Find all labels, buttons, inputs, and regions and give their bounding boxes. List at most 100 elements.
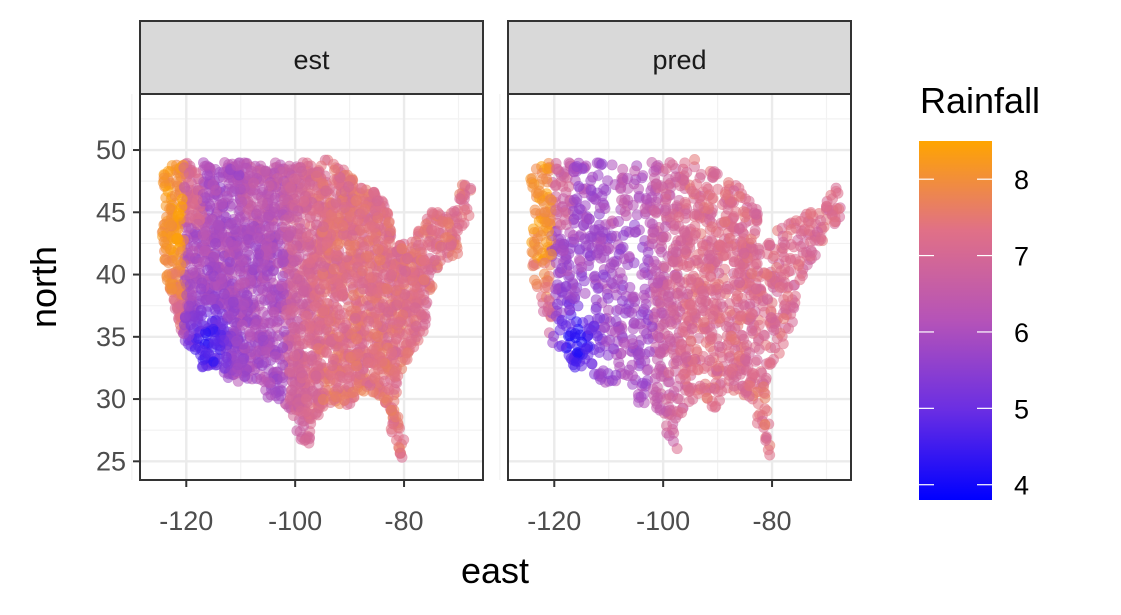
data-point	[318, 278, 330, 290]
data-point	[633, 396, 645, 408]
data-point	[671, 272, 683, 284]
data-point	[639, 283, 651, 295]
data-point	[585, 184, 597, 196]
data-point	[351, 214, 363, 226]
data-point	[761, 431, 772, 442]
data-point	[600, 245, 612, 257]
data-point	[357, 265, 369, 277]
data-point	[681, 312, 693, 324]
data-point	[448, 205, 460, 217]
data-point	[257, 331, 268, 343]
data-point	[236, 255, 248, 267]
data-point	[170, 269, 181, 280]
data-point	[768, 250, 780, 262]
data-point	[201, 160, 213, 172]
data-point	[225, 219, 237, 231]
data-point	[354, 224, 366, 236]
data-point	[199, 245, 211, 257]
data-point	[284, 365, 296, 377]
data-point	[539, 206, 551, 218]
data-point	[610, 315, 622, 327]
data-point	[829, 216, 841, 228]
data-point	[436, 215, 448, 227]
data-point	[573, 203, 585, 215]
data-point	[704, 283, 716, 295]
data-point	[733, 277, 745, 289]
data-point	[592, 169, 604, 181]
data-point	[560, 280, 572, 292]
data-point	[612, 216, 624, 228]
data-point	[769, 317, 781, 329]
data-point	[242, 246, 254, 258]
strip-label-pred: pred	[652, 45, 706, 75]
data-point	[328, 263, 340, 275]
data-point	[550, 283, 562, 295]
data-point	[789, 253, 801, 265]
data-point	[208, 356, 219, 367]
data-point	[317, 221, 329, 233]
data-point	[284, 182, 296, 194]
data-point	[667, 304, 679, 316]
data-point	[785, 224, 797, 236]
data-point	[598, 269, 609, 280]
strip-est	[139, 20, 484, 95]
data-point	[160, 243, 172, 255]
data-point	[748, 207, 760, 219]
data-point	[775, 265, 787, 277]
data-point	[256, 197, 268, 209]
data-point	[197, 229, 209, 241]
data-point	[366, 231, 378, 243]
data-point	[321, 237, 333, 249]
data-point	[565, 319, 576, 330]
data-point	[310, 408, 322, 420]
data-point	[664, 157, 676, 169]
data-point	[618, 253, 630, 265]
data-point	[706, 221, 718, 233]
data-point	[356, 183, 368, 195]
data-point	[283, 160, 295, 172]
data-point	[296, 166, 308, 178]
data-point	[342, 181, 354, 193]
data-point	[364, 221, 376, 233]
data-point	[245, 165, 257, 177]
data-point	[264, 377, 276, 389]
data-point	[815, 214, 827, 226]
data-point	[298, 195, 310, 207]
data-point	[751, 258, 763, 270]
data-point	[655, 347, 667, 359]
data-point	[719, 189, 731, 201]
data-point	[677, 368, 689, 380]
data-point	[667, 435, 679, 447]
data-point	[416, 239, 428, 251]
data-point	[418, 274, 430, 286]
data-point	[337, 220, 349, 232]
data-point	[590, 303, 602, 315]
data-point	[386, 269, 398, 281]
data-point	[664, 335, 676, 347]
data-point	[459, 204, 471, 216]
data-point	[794, 274, 806, 286]
data-point	[303, 268, 315, 280]
data-point	[357, 206, 369, 218]
points-est	[156, 154, 477, 463]
data-point	[639, 203, 651, 215]
data-point	[216, 198, 228, 210]
strip-pred	[507, 20, 852, 95]
data-point	[368, 187, 380, 199]
data-point	[230, 365, 242, 377]
data-point	[608, 344, 620, 355]
data-point	[368, 343, 380, 355]
data-point	[689, 208, 701, 220]
data-point	[605, 277, 617, 289]
data-point	[218, 288, 230, 300]
data-point	[303, 431, 315, 443]
data-point	[233, 214, 245, 226]
data-point	[537, 173, 549, 185]
data-point	[179, 310, 191, 322]
data-point	[350, 195, 362, 207]
data-point	[675, 338, 687, 350]
data-point	[446, 250, 458, 262]
data-point	[250, 318, 262, 330]
data-point	[626, 307, 638, 319]
data-point	[235, 356, 246, 367]
